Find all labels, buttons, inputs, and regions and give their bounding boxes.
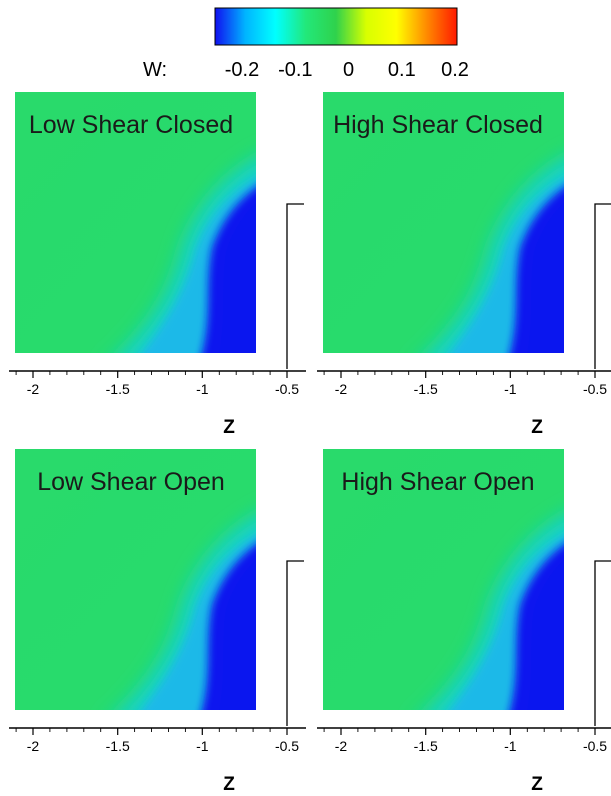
- x-tick-label: -1.5: [414, 381, 438, 397]
- contour-field: [323, 92, 564, 353]
- x-tick-label: -1: [196, 738, 209, 754]
- x-tick-label: -2: [335, 381, 348, 397]
- panel-title: Low Shear Open: [37, 468, 225, 496]
- wake-core-inner: [219, 559, 256, 710]
- heatmap-panel: High Shear Closed -2 -1.5 -1 -0.5 Z: [317, 92, 611, 438]
- panel-title: High Shear Closed: [333, 111, 543, 139]
- x-axis-label: Z: [531, 774, 543, 795]
- body-outline: [286, 560, 304, 726]
- x-tick-label: -1.5: [106, 381, 130, 397]
- x-tick-label: -1: [504, 381, 517, 397]
- x-tick-label: -2: [27, 381, 40, 397]
- heatmap-panel: Low Shear Open -2 -1.5 -1 -0.5 Z: [9, 449, 306, 795]
- heatmap-panel: High Shear Open -2 -1.5 -1 -0.5 Z: [317, 449, 611, 795]
- x-tick-label: -2: [335, 738, 348, 754]
- x-tick-label: -0.5: [583, 738, 607, 754]
- colorbar-tick-labels: -0.2 -0.1 0 0.1 0.2: [225, 59, 469, 81]
- colorbar-tick-label: 0.1: [388, 59, 416, 81]
- panel-title: Low Shear Closed: [29, 111, 233, 139]
- x-tick-label: -0.5: [275, 738, 299, 754]
- colorbar: W: -0.2 -0.1 0 0.1 0.2: [143, 7, 469, 81]
- wake-core-inner: [527, 202, 564, 353]
- wake-core-inner: [219, 202, 256, 353]
- heatmap-panel: Low Shear Closed -2 -1.5 -1 -0.5 Z: [9, 92, 306, 438]
- x-axis-label: Z: [531, 417, 543, 438]
- x-tick-label: -2: [27, 738, 40, 754]
- x-axis-label: Z: [223, 774, 235, 795]
- panel-title: High Shear Open: [341, 468, 534, 496]
- x-tick-label: -0.5: [275, 381, 299, 397]
- x-axis-label: Z: [223, 417, 235, 438]
- colorbar-tick-label: 0: [343, 59, 354, 81]
- wake-core-inner: [527, 559, 564, 710]
- colorbar-scale: [214, 7, 458, 46]
- colorbar-tick-label: 0.2: [441, 59, 469, 81]
- x-tick-label: -1.5: [106, 738, 130, 754]
- body-outline: [286, 203, 304, 369]
- contour-field: [15, 449, 256, 710]
- contour-field: [15, 92, 256, 353]
- body-outline: [594, 560, 611, 726]
- colorbar-tick-label: -0.1: [278, 59, 312, 81]
- x-tick-label: -1.5: [414, 738, 438, 754]
- body-outline: [594, 203, 611, 369]
- x-tick-label: -1: [504, 738, 517, 754]
- colorbar-tick-label: -0.2: [225, 59, 259, 81]
- x-tick-label: -1: [196, 381, 209, 397]
- contour-field: [323, 449, 564, 710]
- colorbar-variable-label: W:: [143, 59, 167, 81]
- x-tick-label: -0.5: [583, 381, 607, 397]
